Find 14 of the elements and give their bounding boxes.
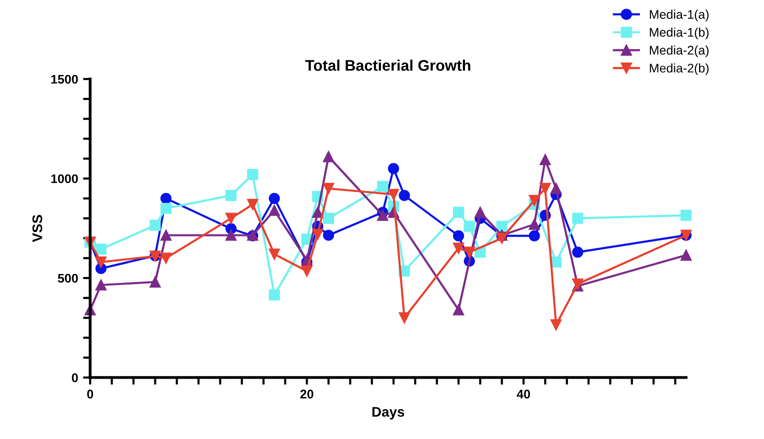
y-axis-title: VSS [32, 214, 42, 242]
y-tick-label: 1000 [51, 174, 78, 184]
legend-label: Media-1(a) [650, 10, 709, 22]
legend-label: Media-1(b) [650, 28, 709, 40]
chart-title: Total Bactierial Growth [305, 60, 470, 71]
x-tick-label: 0 [87, 390, 94, 399]
x-tick-label: 20 [300, 390, 314, 399]
x-tick-label: 40 [516, 390, 530, 399]
y-tick-label: 500 [58, 274, 78, 283]
legend-label: Media-2(a) [650, 45, 709, 58]
y-tick-label: 1500 [51, 74, 78, 84]
x-axis-title: Days [372, 407, 404, 420]
y-tick-label: 0 [72, 373, 78, 382]
legend-label: Media-2(b) [650, 63, 709, 76]
